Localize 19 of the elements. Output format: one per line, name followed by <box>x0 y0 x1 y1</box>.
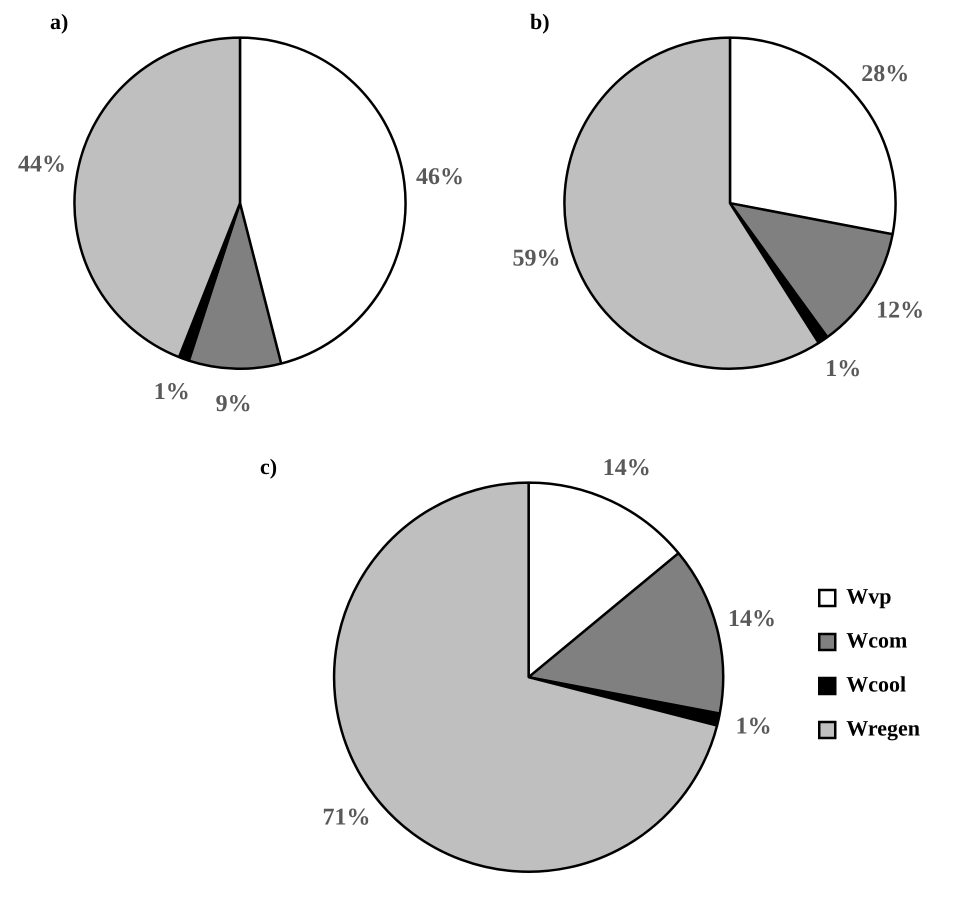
chart-title: c) <box>260 454 278 479</box>
data-label: 71% <box>322 804 370 831</box>
data-label: 9% <box>216 390 252 417</box>
data-label: 12% <box>876 297 924 324</box>
chart-title: b) <box>530 8 550 34</box>
data-label: 44% <box>18 152 66 178</box>
data-label: 1% <box>825 356 862 382</box>
data-label: 28% <box>861 60 910 87</box>
legend-label: Wcom <box>846 628 908 653</box>
data-label: 46% <box>416 164 464 190</box>
legend-label: Wregen <box>846 716 920 741</box>
data-label: 1% <box>736 714 772 740</box>
chart-title: a) <box>50 8 68 34</box>
data-label: 1% <box>154 379 190 406</box>
data-label: 14% <box>602 454 651 481</box>
legend-label: Wvp <box>846 584 892 609</box>
data-label: 14% <box>728 606 776 632</box>
data-label: 59% <box>512 246 560 272</box>
legend-label: Wcool <box>846 672 906 697</box>
